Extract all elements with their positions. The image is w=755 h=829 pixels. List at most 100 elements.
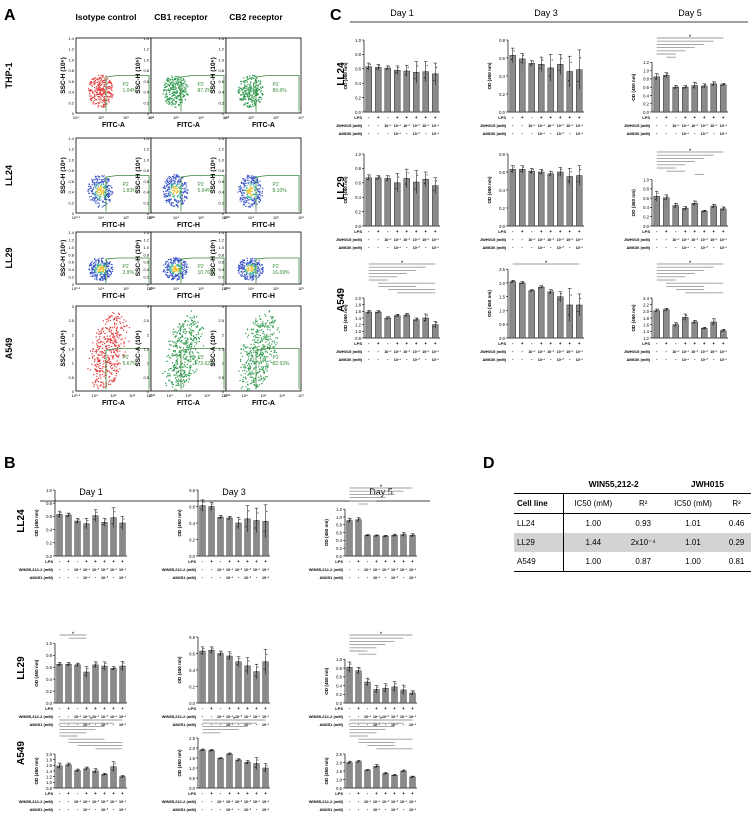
flow-event-dot bbox=[264, 358, 267, 360]
flow-event-dot bbox=[165, 195, 167, 197]
flow-event-dot bbox=[260, 369, 263, 371]
flow-event-dot bbox=[113, 365, 115, 367]
flow-event-dot bbox=[254, 81, 256, 83]
flow-event-dot bbox=[183, 78, 185, 80]
flow-event-dot bbox=[90, 81, 92, 84]
flow-event-dot bbox=[247, 95, 249, 97]
treatment-cell: + bbox=[384, 791, 387, 796]
flow-event-dot bbox=[186, 374, 188, 376]
flow-gate-percent: 16.69% bbox=[273, 270, 291, 276]
flow-event-dot bbox=[176, 83, 178, 86]
treatment-cell: + bbox=[693, 115, 696, 120]
treatment-cell: - bbox=[367, 807, 369, 812]
treatment-label: LPS bbox=[498, 115, 506, 120]
flow-event-dot bbox=[97, 93, 99, 95]
flow-event-dot bbox=[167, 189, 169, 192]
flow-event-dot bbox=[110, 263, 112, 265]
flow-event-dot bbox=[164, 89, 166, 91]
flow-event-dot bbox=[95, 381, 97, 383]
flow-event-dot bbox=[266, 370, 268, 372]
flow-event-dot bbox=[169, 181, 171, 183]
flow-event-dot bbox=[248, 196, 251, 198]
treatment-label: JWH015 (mM) bbox=[480, 123, 507, 128]
flow-event-dot bbox=[104, 85, 106, 87]
flow-event-dot bbox=[99, 374, 101, 376]
flow-event-dot bbox=[246, 192, 248, 194]
flow-event-dot bbox=[95, 202, 97, 204]
flow-event-dot bbox=[256, 88, 258, 90]
flow-x-tick: 10⁵ bbox=[260, 393, 266, 398]
flow-event-dot bbox=[251, 332, 253, 334]
flow-event-dot bbox=[96, 181, 98, 183]
flow-event-dot bbox=[249, 92, 251, 94]
flow-event-dot bbox=[176, 341, 178, 343]
flow-event-dot bbox=[246, 265, 248, 267]
flow-event-dot bbox=[96, 267, 98, 269]
flow-event-dot bbox=[245, 87, 247, 89]
flow-y-tick: 0.4 bbox=[68, 90, 74, 95]
data-point bbox=[123, 662, 125, 664]
flow-event-dot bbox=[239, 87, 241, 89]
flow-event-dot bbox=[96, 375, 98, 377]
flow-event-dot bbox=[100, 277, 102, 279]
flow-event-dot bbox=[261, 338, 263, 340]
flow-event-dot bbox=[173, 195, 175, 197]
flow-event-dot bbox=[108, 91, 110, 93]
flow-y-tick: 1.0 bbox=[143, 245, 149, 250]
flow-event-dot bbox=[243, 344, 245, 346]
flow-event-dot bbox=[275, 337, 277, 339]
flow-event-dot bbox=[249, 104, 251, 106]
flow-event-dot bbox=[256, 81, 258, 84]
treatment-cell: - bbox=[211, 807, 213, 812]
flow-event-dot bbox=[242, 189, 244, 191]
flow-event-dot bbox=[97, 84, 99, 86]
flow-x-tick: 10⁷ bbox=[298, 115, 304, 120]
flow-y-tick: 0.2 bbox=[143, 200, 149, 205]
flow-event-dot bbox=[250, 258, 252, 260]
flow-event-dot bbox=[176, 362, 179, 364]
flow-event-dot bbox=[254, 201, 256, 203]
flow-event-dot bbox=[243, 204, 245, 206]
flow-event-dot bbox=[110, 355, 112, 357]
flow-event-dot bbox=[189, 352, 191, 354]
treatment-cell: + bbox=[94, 559, 97, 564]
treatment-cell: + bbox=[237, 791, 240, 796]
flow-event-dot bbox=[184, 337, 186, 339]
flow-event-dot bbox=[261, 350, 263, 352]
treatment-cell: 10⁻¹ bbox=[409, 723, 417, 727]
flow-event-dot bbox=[108, 330, 110, 333]
flow-event-dot bbox=[246, 102, 248, 105]
flow-event-dot bbox=[263, 355, 265, 357]
flow-gate-label: P2 bbox=[123, 264, 129, 270]
flow-event-dot bbox=[258, 371, 260, 373]
flow-x-tick: 10³·¹ bbox=[222, 215, 231, 220]
flow-event-dot bbox=[270, 322, 272, 324]
flow-event-dot bbox=[171, 383, 173, 385]
data-point bbox=[248, 510, 250, 512]
treatment-cell: + bbox=[255, 559, 258, 564]
flow-event-dot bbox=[258, 96, 260, 98]
flow-event-dot bbox=[186, 367, 188, 369]
flow-event-dot bbox=[266, 364, 268, 366]
flow-y-tick: 1.4 bbox=[68, 136, 74, 141]
flow-event-dot bbox=[109, 201, 111, 203]
flow-event-dot bbox=[177, 81, 179, 83]
data-point bbox=[236, 525, 238, 528]
flow-event-dot bbox=[177, 379, 180, 381]
y-tick-label: 0.2 bbox=[355, 209, 361, 214]
treatment-cell: + bbox=[121, 791, 124, 796]
flow-event-dot bbox=[251, 198, 253, 200]
flow-event-dot bbox=[262, 367, 264, 369]
treatment-cell: + bbox=[246, 706, 249, 711]
flow-y-tick: 0.4 bbox=[218, 190, 224, 195]
flow-event-dot bbox=[183, 366, 185, 368]
flow-event-dot bbox=[255, 101, 258, 103]
flow-event-dot bbox=[258, 98, 260, 100]
flow-event-dot bbox=[244, 189, 246, 191]
data-point bbox=[350, 663, 352, 665]
data-point bbox=[112, 517, 115, 519]
flow-event-dot bbox=[95, 194, 97, 196]
treatment-cell: 10⁻³ bbox=[83, 723, 91, 727]
flow-event-dot bbox=[108, 195, 110, 197]
treatment-cell: 10⁻³ bbox=[364, 800, 372, 804]
